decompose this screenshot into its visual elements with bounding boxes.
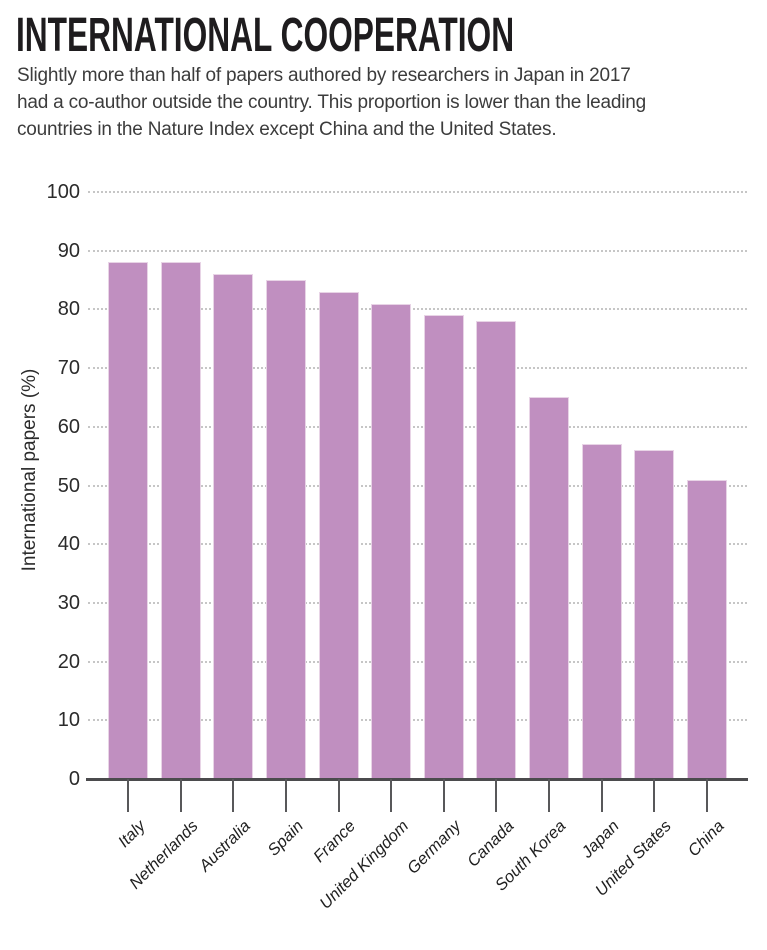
x-tick-united-kingdom — [390, 779, 393, 812]
bar-spain — [265, 280, 306, 779]
gridline-10 — [88, 719, 747, 722]
x-tick-italy — [127, 779, 129, 812]
gridline-50 — [88, 484, 747, 487]
x-tick-south-korea — [548, 779, 551, 812]
chart-subtitle: Slightly more than half of papers author… — [17, 62, 646, 143]
x-axis-line — [86, 778, 748, 781]
x-tick-spain — [284, 779, 287, 812]
y-tick-label-20: 20 — [57, 650, 80, 673]
y-tick-label-30: 30 — [57, 591, 80, 614]
bar-netherlands — [160, 262, 201, 779]
gridline-70 — [88, 367, 747, 370]
x-tick-united-states — [653, 779, 656, 812]
y-tick-label-0: 0 — [68, 768, 80, 790]
gridline-30 — [88, 601, 747, 604]
bar-italy — [108, 262, 148, 779]
bar-united-states — [634, 450, 675, 779]
x-label-text-china: China — [684, 817, 728, 861]
gridline-90 — [88, 249, 747, 252]
gridline-20 — [88, 660, 747, 663]
bar-united-kingdom — [371, 303, 412, 779]
gridline-40 — [88, 543, 747, 546]
x-tick-germany — [442, 779, 445, 812]
x-label-text-japan: Japan — [577, 817, 623, 862]
y-tick-label-90: 90 — [57, 239, 80, 262]
bar-france — [318, 291, 359, 779]
subtitle-line-1: Slightly more than half of papers author… — [17, 65, 631, 86]
gridline-100 — [88, 191, 747, 193]
bar-japan — [581, 444, 622, 779]
x-label-text-germany: Germany — [403, 817, 465, 878]
x-label-text-australia: Australia — [195, 817, 254, 876]
gridline-60 — [88, 425, 747, 428]
gridline-80 — [88, 308, 747, 311]
x-tick-canada — [495, 779, 498, 812]
bar-canada — [476, 321, 517, 779]
x-tick-australia — [232, 779, 235, 812]
y-tick-label-100: 100 — [46, 181, 80, 203]
y-tick-label-70: 70 — [57, 357, 80, 380]
y-tick-label-80: 80 — [57, 298, 80, 321]
bar-south-korea — [529, 397, 570, 779]
y-tick-label-10: 10 — [57, 709, 80, 732]
x-label-text-italy: Italy — [114, 817, 149, 852]
subtitle-line-3: countries in the Nature Index except Chi… — [17, 119, 557, 140]
x-tick-japan — [600, 779, 603, 812]
x-tick-netherlands — [179, 779, 182, 812]
chart-title: INTERNATIONAL COOPERATION — [16, 9, 515, 62]
y-tick-label-60: 60 — [57, 415, 80, 438]
x-label-text-france: France — [310, 817, 360, 867]
bar-australia — [213, 274, 254, 779]
x-tick-france — [337, 779, 340, 812]
x-tick-china — [706, 779, 709, 812]
bar-germany — [423, 315, 464, 779]
y-tick-label-50: 50 — [57, 474, 80, 497]
y-tick-label-40: 40 — [57, 533, 80, 556]
subtitle-line-2: had a co-author outside the country. Thi… — [17, 92, 647, 113]
bar-china — [687, 479, 728, 779]
plot-area — [87, 191, 747, 779]
x-label-text-spain: Spain — [264, 817, 307, 860]
